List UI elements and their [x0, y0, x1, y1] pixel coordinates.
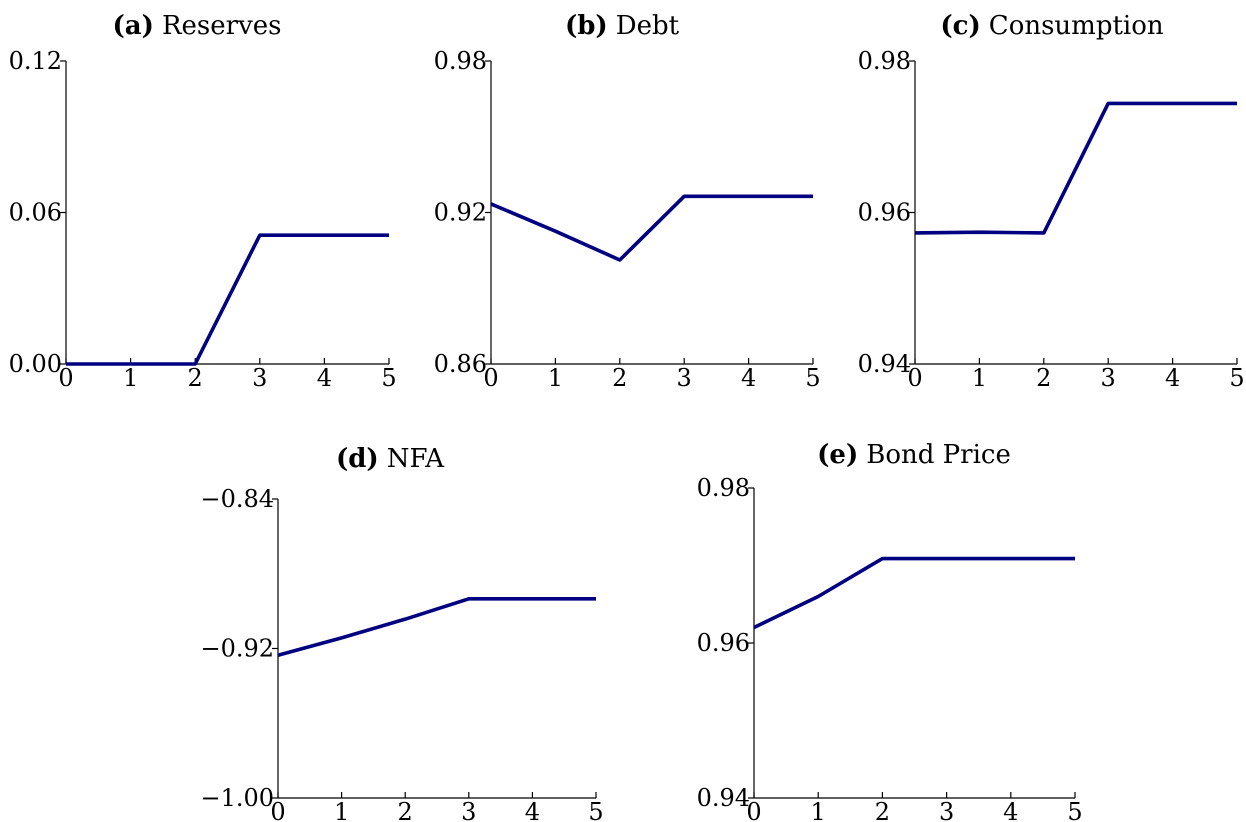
panel-a-y-tick-label: 0.12: [9, 47, 62, 75]
panel-a-letter: (a): [113, 11, 154, 41]
panel-e-y-tick-label: 0.94: [697, 784, 750, 812]
panel-b-y-tick-label: 0.86: [434, 350, 487, 378]
panel-d-x-tick-label: 5: [588, 798, 603, 822]
panel-b-x-tick-label: 3: [677, 364, 692, 392]
panel-a-x-tick-label: 1: [123, 364, 138, 392]
panel-b-x-tick-label: 0: [483, 364, 498, 392]
panel-c-x-tick-label: 4: [1165, 364, 1180, 392]
panel-a-series-line: [66, 233, 389, 366]
panel-a-x-tick-label: 4: [317, 364, 332, 392]
panel-b-title: (b) Debt: [565, 11, 680, 41]
panel-c-letter: (c): [940, 11, 980, 41]
panel-c: (c) Consumption 0 1 2 3 4 5 0.94 0.96 0.98: [858, 11, 1245, 392]
panel-b-x-tick-label: 4: [741, 364, 756, 392]
panel-a-title: (a) Reserves: [113, 11, 282, 41]
panel-e-x-tick-label: 1: [811, 798, 826, 822]
panel-a-y-tick-label: 0.00: [9, 350, 62, 378]
panel-e-letter: (e): [817, 440, 858, 470]
panel-b: (b) Debt 0 1 2 3 4 5 0.86 0.92 0.98: [434, 11, 821, 392]
panel-b-letter: (b): [565, 11, 608, 41]
panel-e-title: (e) Bond Price: [817, 440, 1011, 470]
panel-b-x-tick-label: 2: [612, 364, 627, 392]
panel-e-x-tick-label: 4: [1003, 798, 1018, 822]
panel-c-title-text: Consumption: [989, 11, 1164, 41]
panel-e-title-text: Bond Price: [866, 440, 1011, 470]
panel-c-x-tick-label: 1: [972, 364, 987, 392]
panel-a-x-tick-label: 0: [58, 364, 73, 392]
panel-c-y-tick-label: 0.98: [858, 47, 911, 75]
panel-a-x-tick-label: 5: [381, 364, 396, 392]
panel-b-y-tick-label: 0.98: [434, 47, 487, 75]
panel-d-letter: (d): [336, 444, 379, 474]
panel-a-x-tick-label: 3: [252, 364, 267, 392]
panel-d-y-tick-label: −1.00: [200, 784, 274, 812]
panel-c-y-tick-label: 0.96: [858, 199, 911, 227]
panel-b-x-tick-label: 1: [548, 364, 563, 392]
panel-e-series-line: [753, 556, 1075, 630]
panel-a: (a) Reserves 0 1 2 3 4 5 0.00 0.06 0.12: [9, 11, 397, 392]
panel-c-x-tick-label: 3: [1101, 364, 1116, 392]
panel-b-x-tick-label: 5: [805, 364, 820, 392]
panel-e-x-tick-label: 3: [939, 798, 954, 822]
panel-d-y-tick-label: −0.92: [200, 635, 274, 663]
panel-d-x-tick-label: 3: [461, 798, 476, 822]
panel-d-x-tick-label: 2: [398, 798, 413, 822]
panel-d-title-text: NFA: [387, 444, 446, 474]
panel-d: (d) NFA 0 1 2 3 4 5 −1.00 −0.92 −0.84: [200, 444, 603, 822]
panel-d-x-tick-label: 4: [525, 798, 540, 822]
panel-e-x-tick-label: 0: [746, 798, 761, 822]
panel-a-x-tick-label: 2: [188, 364, 203, 392]
panel-b-y-tick-label: 0.92: [434, 199, 487, 227]
panel-e-y-tick-label: 0.98: [697, 474, 750, 502]
panel-c-title: (c) Consumption: [940, 11, 1164, 41]
panel-e-y-tick-label: 0.96: [697, 629, 750, 657]
panel-d-x-tick-label: 0: [270, 798, 285, 822]
panel-c-series-line: [914, 101, 1237, 235]
panel-b-series-line: [490, 194, 813, 262]
panel-a-y-tick-label: 0.06: [9, 199, 62, 227]
panel-e: (e) Bond Price 0 1 2 3 4 5 0.94 0.96 0.98: [697, 440, 1083, 822]
panel-c-y-tick-label: 0.94: [858, 350, 911, 378]
panel-d-title: (d) NFA: [336, 444, 445, 474]
panel-d-x-tick-label: 1: [334, 798, 349, 822]
panel-c-x-tick-label: 0: [907, 364, 922, 392]
panel-a-title-text: Reserves: [162, 11, 282, 41]
panel-c-x-tick-label: 5: [1229, 364, 1244, 392]
panel-e-x-tick-label: 2: [875, 798, 890, 822]
panel-d-y-tick-label: −0.84: [200, 485, 274, 513]
panel-c-x-tick-label: 2: [1036, 364, 1051, 392]
panel-b-title-text: Debt: [616, 11, 680, 41]
panel-d-series-line: [277, 596, 596, 657]
panel-e-x-tick-label: 5: [1067, 798, 1082, 822]
